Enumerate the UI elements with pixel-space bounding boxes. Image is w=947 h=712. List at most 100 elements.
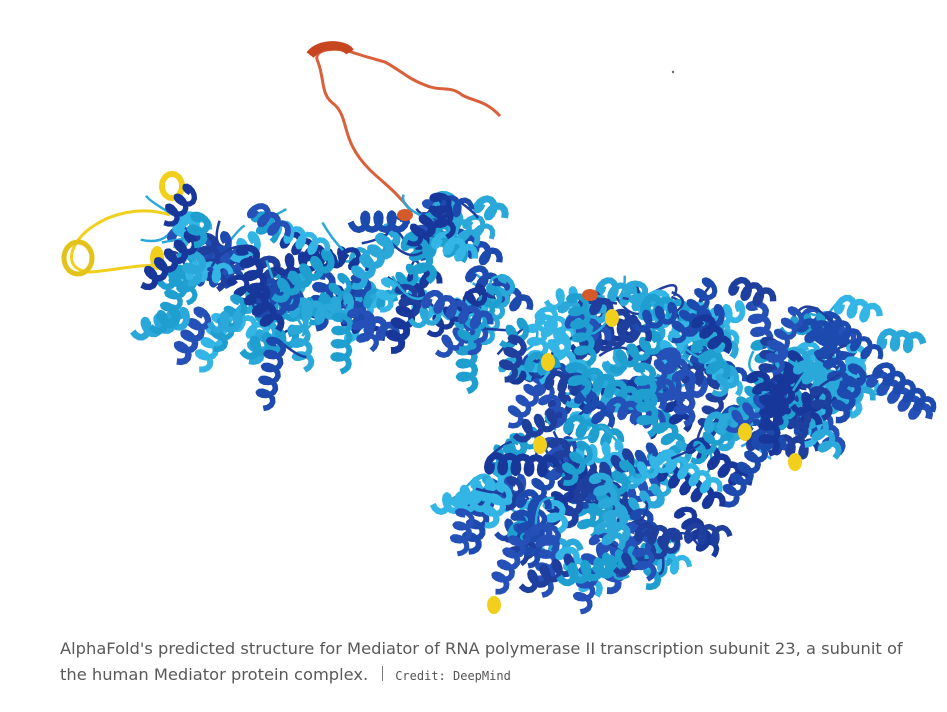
helix	[711, 365, 740, 397]
helix	[765, 340, 789, 376]
helix-yellow	[605, 309, 619, 327]
helix-orange	[397, 209, 413, 221]
ribbons	[130, 183, 937, 615]
caption-text: AlphaFold's predicted structure for Medi…	[60, 639, 903, 684]
helix-yellow	[738, 423, 752, 441]
helix	[577, 290, 614, 316]
helix-yellow	[61, 239, 95, 277]
loop	[389, 241, 424, 257]
helix	[163, 183, 198, 227]
helix	[872, 362, 937, 413]
loop	[140, 229, 173, 243]
helix	[588, 472, 631, 544]
helix-yellow	[533, 436, 547, 454]
helix	[876, 328, 927, 354]
helix	[628, 450, 672, 485]
helix	[244, 291, 285, 332]
helix	[654, 449, 723, 494]
loop	[391, 275, 426, 300]
helix	[271, 248, 335, 303]
helix	[430, 230, 479, 262]
loop	[229, 224, 246, 242]
helix-yellow	[541, 353, 555, 371]
helix	[691, 314, 733, 355]
helix	[173, 306, 212, 366]
helix	[588, 459, 636, 528]
helix	[683, 522, 733, 546]
helix	[347, 210, 411, 234]
helix	[722, 439, 769, 508]
helix-yellow	[487, 596, 501, 614]
helix	[472, 195, 509, 221]
helix	[690, 338, 731, 380]
helix	[608, 330, 663, 374]
helix	[357, 235, 395, 278]
helix	[758, 381, 782, 457]
helix	[703, 411, 754, 437]
helix	[176, 270, 198, 306]
helix	[491, 523, 532, 595]
credit: Credit: DeepMind	[395, 669, 511, 683]
helix	[634, 522, 684, 548]
loop	[797, 305, 834, 324]
helix	[527, 523, 560, 554]
helix	[565, 362, 592, 397]
helix	[484, 452, 561, 478]
helix	[831, 363, 867, 424]
loop	[321, 221, 345, 252]
caption: AlphaFold's predicted structure for Medi…	[60, 636, 910, 689]
helix	[556, 554, 618, 587]
helix	[346, 307, 379, 353]
helix	[728, 276, 777, 307]
helix	[828, 320, 884, 360]
helix	[673, 391, 696, 428]
helix	[593, 521, 626, 551]
helix	[481, 481, 513, 529]
helix	[612, 530, 681, 577]
loop-yellow	[70, 209, 181, 274]
helix	[566, 293, 597, 368]
helix	[671, 277, 718, 344]
helix	[449, 508, 475, 557]
loop	[816, 356, 840, 370]
helix	[429, 192, 456, 240]
helix	[186, 211, 211, 249]
helix	[616, 472, 661, 508]
helix	[562, 440, 593, 487]
helix-yellow	[159, 171, 185, 201]
helix	[809, 386, 833, 422]
helix	[804, 363, 876, 405]
helix	[255, 336, 286, 412]
helix	[515, 489, 552, 514]
helix-yellow	[788, 453, 802, 471]
helix	[498, 334, 527, 383]
helix	[656, 464, 727, 510]
helix	[375, 277, 399, 313]
helix	[834, 294, 883, 323]
helix	[394, 283, 422, 317]
speck	[671, 70, 675, 74]
helix	[330, 312, 354, 375]
tail-helix	[306, 41, 354, 59]
helix	[595, 277, 656, 312]
helix-orange	[582, 289, 598, 301]
loop	[636, 500, 649, 528]
helix	[235, 244, 271, 305]
helix	[130, 306, 191, 341]
helix	[421, 289, 494, 330]
helix	[534, 314, 576, 369]
helix	[656, 347, 697, 389]
disordered-tail	[315, 47, 502, 213]
helix	[140, 230, 198, 291]
helix	[633, 362, 660, 438]
helix	[632, 301, 678, 333]
loop	[534, 496, 555, 526]
helix	[246, 203, 291, 237]
helix	[206, 310, 243, 334]
helix	[685, 437, 753, 486]
loop	[671, 291, 685, 313]
helix	[543, 286, 578, 311]
helix	[512, 408, 558, 443]
loop	[748, 350, 756, 374]
